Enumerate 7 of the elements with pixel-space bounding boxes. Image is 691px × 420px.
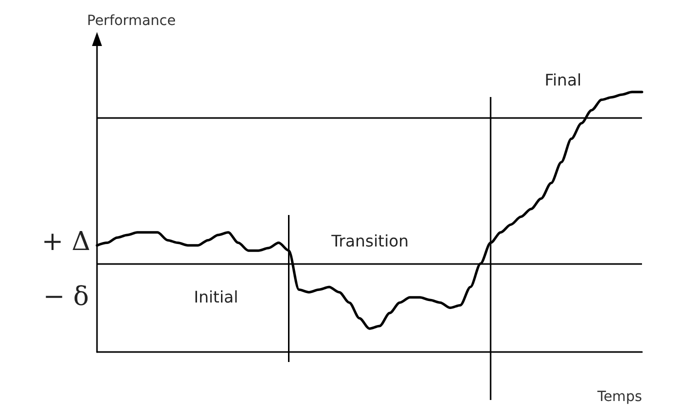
text: + Δ: [42, 227, 90, 257]
x-axis-title: Temps: [596, 389, 642, 405]
text: Final: [544, 70, 582, 90]
text: − δ: [43, 282, 89, 312]
annotation: Initial: [194, 288, 238, 306]
annotation: Transition: [330, 232, 409, 250]
y-axis-title: Performance: [87, 13, 176, 29]
